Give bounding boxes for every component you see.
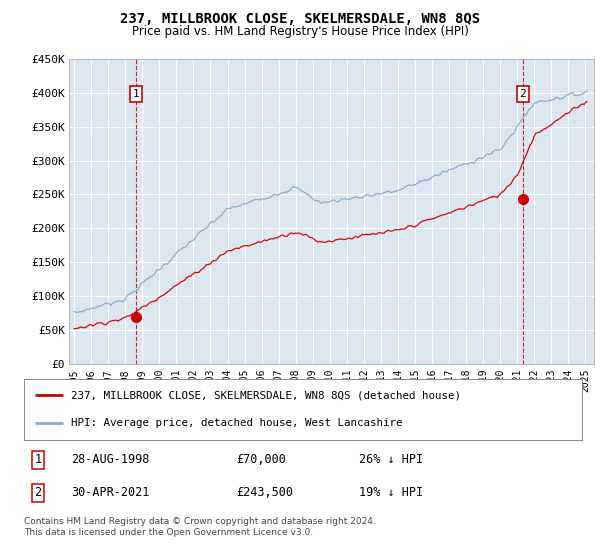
Text: 26% ↓ HPI: 26% ↓ HPI <box>359 454 423 466</box>
Text: 2: 2 <box>34 486 41 500</box>
Text: 237, MILLBROOK CLOSE, SKELMERSDALE, WN8 8QS (detached house): 237, MILLBROOK CLOSE, SKELMERSDALE, WN8 … <box>71 390 461 400</box>
Text: Price paid vs. HM Land Registry's House Price Index (HPI): Price paid vs. HM Land Registry's House … <box>131 25 469 38</box>
Text: 1: 1 <box>133 89 140 99</box>
Text: 2: 2 <box>520 89 526 99</box>
Text: 30-APR-2021: 30-APR-2021 <box>71 486 150 500</box>
Text: 28-AUG-1998: 28-AUG-1998 <box>71 454 150 466</box>
Text: HPI: Average price, detached house, West Lancashire: HPI: Average price, detached house, West… <box>71 418 403 428</box>
Text: 19% ↓ HPI: 19% ↓ HPI <box>359 486 423 500</box>
Text: £243,500: £243,500 <box>236 486 293 500</box>
Text: 237, MILLBROOK CLOSE, SKELMERSDALE, WN8 8QS: 237, MILLBROOK CLOSE, SKELMERSDALE, WN8 … <box>120 12 480 26</box>
Text: Contains HM Land Registry data © Crown copyright and database right 2024.
This d: Contains HM Land Registry data © Crown c… <box>24 517 376 537</box>
Text: £70,000: £70,000 <box>236 454 286 466</box>
Text: 1: 1 <box>34 454 41 466</box>
